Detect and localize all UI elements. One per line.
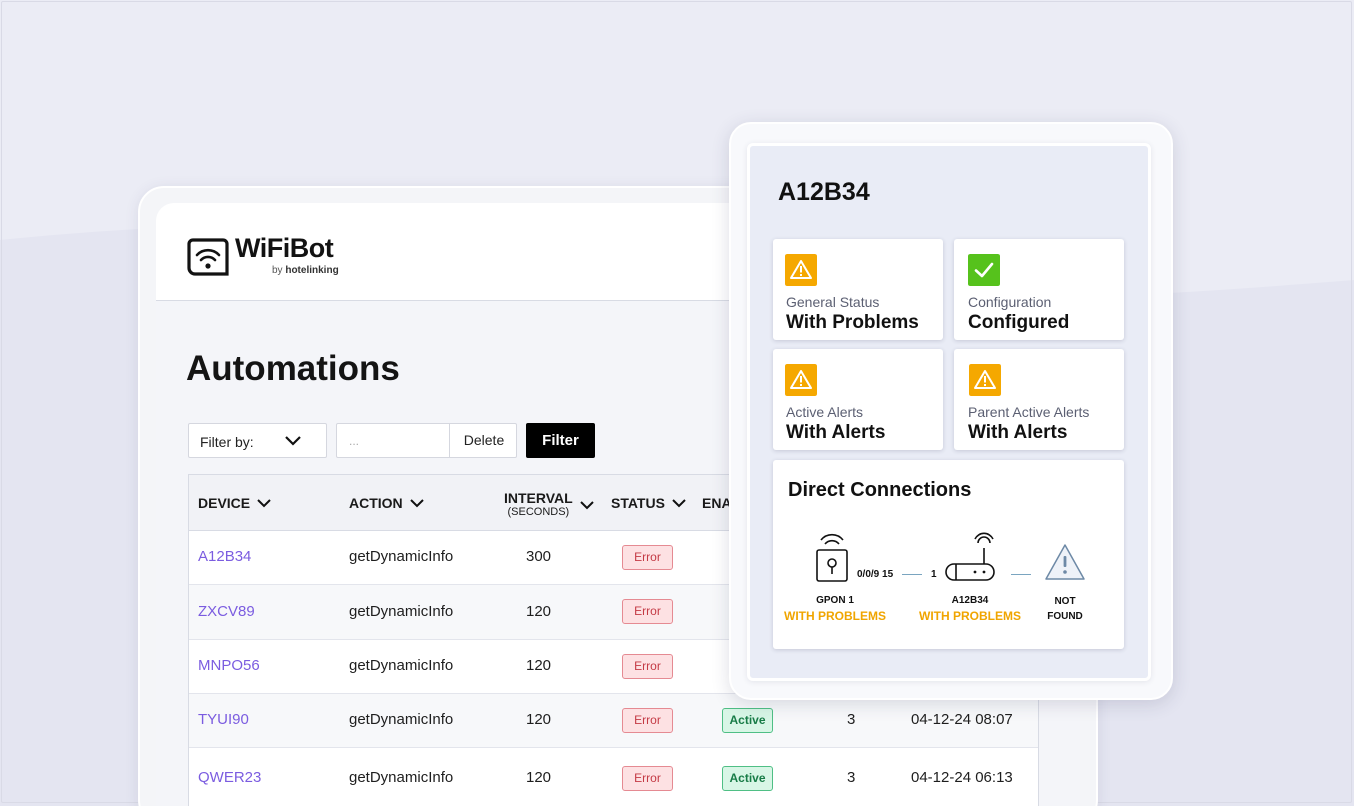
device-link[interactable]: TYUI90	[198, 711, 249, 728]
count-cell: 3	[847, 711, 856, 728]
filter-by-select[interactable]: Filter by:	[188, 423, 327, 458]
gpon-icon[interactable]	[813, 530, 851, 584]
stat-label: Configuration	[968, 294, 1052, 310]
column-device-label: DEVICE	[198, 495, 251, 511]
stat-value: Configured	[968, 312, 1070, 333]
column-enabled-label: ENA	[702, 495, 732, 511]
general-status-card: General Status With Problems	[773, 239, 943, 340]
column-header-enabled[interactable]: ENA	[702, 495, 732, 511]
filter-button[interactable]: Filter	[526, 423, 595, 458]
column-interval-unit: (SECONDS)	[507, 506, 570, 518]
link-port-label: 1	[931, 569, 937, 580]
wifibot-logo-icon	[187, 238, 229, 276]
check-icon	[968, 254, 1000, 286]
status-badge: Error	[622, 766, 673, 791]
chevron-down-icon	[672, 499, 686, 508]
interval-cell: 120	[526, 711, 552, 728]
brand-sub-name: hotelinking	[285, 265, 339, 276]
column-header-action[interactable]: ACTION	[349, 495, 425, 511]
stat-value: With Problems	[786, 312, 919, 333]
node-name: GPON 1	[816, 595, 854, 606]
enabled-badge: Active	[722, 766, 773, 791]
column-status-label: STATUS	[611, 495, 665, 511]
warning-icon	[969, 364, 1001, 396]
table-row[interactable]: MNPO56 getDynamicInfo 120 Error	[189, 640, 1038, 694]
interval-cell: 120	[526, 769, 552, 786]
node-status: WITH PROBLEMS	[919, 609, 1021, 623]
status-badge: Error	[622, 654, 673, 679]
node-name: NOT	[1054, 596, 1076, 607]
status-badge: Error	[622, 545, 673, 570]
column-header-status[interactable]: STATUS	[611, 495, 687, 511]
parent-active-alerts-card: Parent Active Alerts With Alerts	[954, 349, 1124, 450]
node-name: A12B34	[951, 595, 989, 606]
column-header-device[interactable]: DEVICE	[198, 495, 272, 511]
chevron-down-icon	[285, 436, 301, 446]
stat-value: With Alerts	[786, 422, 886, 443]
brand-sub: by hotelinking	[272, 265, 339, 276]
interval-cell: 120	[526, 603, 552, 620]
warning-icon	[785, 364, 817, 396]
filter-by-label: Filter by:	[200, 434, 254, 450]
search-group: Delete	[336, 423, 517, 458]
connections-title: Direct Connections	[788, 479, 972, 501]
device-link[interactable]: MNPO56	[198, 657, 260, 674]
brand-name: WiFiBot	[235, 233, 334, 263]
column-interval-stack: INTERVAL (SECONDS)	[504, 491, 573, 518]
warning-outline-icon[interactable]	[1043, 542, 1087, 582]
action-cell: getDynamicInfo	[349, 769, 454, 786]
link-port-label: 0/0/9 15	[857, 569, 894, 580]
column-header-interval[interactable]: INTERVAL (SECONDS)	[504, 491, 595, 518]
count-cell: 3	[847, 769, 856, 786]
search-input[interactable]	[337, 424, 450, 457]
interval-cell: 120	[526, 657, 552, 674]
configuration-card: Configuration Configured	[954, 239, 1124, 340]
chevron-down-icon	[409, 499, 424, 508]
node-name-line2: FOUND	[1047, 611, 1083, 622]
status-badge: Error	[622, 708, 673, 733]
date-cell: 04-12-24 06:13	[911, 769, 1013, 786]
router-icon[interactable]	[943, 532, 997, 584]
brand-sub-prefix: by	[272, 265, 283, 276]
device-link[interactable]: A12B34	[198, 548, 252, 565]
warning-icon	[785, 254, 817, 286]
panel-device-title: A12B34	[778, 178, 870, 206]
enabled-badge: Active	[722, 708, 773, 733]
node-status: WITH PROBLEMS	[784, 609, 886, 623]
table-row[interactable]: TYUI90 getDynamicInfo 120 Error Active 3…	[189, 694, 1038, 748]
column-interval-label: INTERVAL	[504, 490, 573, 506]
table-row[interactable]: A12B34 getDynamicInfo 300 Error	[189, 531, 1038, 585]
date-cell: 04-12-24 08:07	[911, 711, 1013, 728]
stat-label: Active Alerts	[786, 404, 864, 420]
status-badge: Error	[622, 599, 673, 624]
delete-button[interactable]: Delete	[463, 432, 505, 448]
device-link[interactable]: ZXCV89	[198, 603, 255, 620]
stat-label: General Status	[786, 294, 880, 310]
direct-connections-card: Direct Connections 0/0/9 15 1 GPON 1 WIT…	[773, 460, 1124, 649]
page-title: Automations	[186, 349, 400, 388]
device-link[interactable]: QWER23	[198, 769, 262, 786]
chevron-down-icon	[257, 499, 271, 508]
action-cell: getDynamicInfo	[349, 603, 454, 620]
stat-label: Parent Active Alerts	[968, 404, 1090, 420]
stat-value: With Alerts	[968, 422, 1068, 443]
active-alerts-card: Active Alerts With Alerts	[773, 349, 943, 450]
link-line	[1011, 574, 1031, 575]
interval-cell: 300	[526, 548, 552, 565]
action-cell: getDynamicInfo	[349, 711, 454, 728]
table-row[interactable]: QWER23 getDynamicInfo 120 Error Active 3…	[189, 748, 1038, 806]
action-cell: getDynamicInfo	[349, 657, 454, 674]
link-line	[902, 574, 922, 575]
action-cell: getDynamicInfo	[349, 548, 454, 565]
column-action-label: ACTION	[349, 495, 403, 511]
chevron-down-icon	[580, 500, 594, 509]
